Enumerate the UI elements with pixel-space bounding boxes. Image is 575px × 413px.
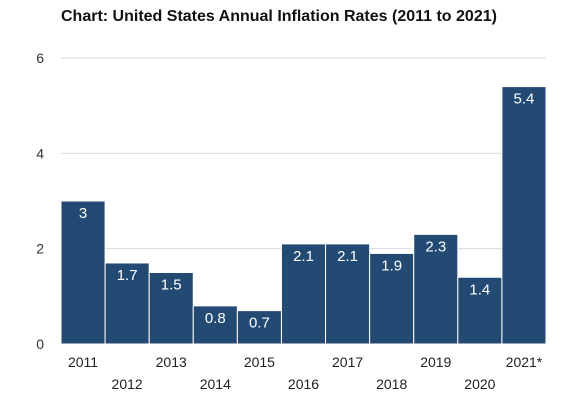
data-label: 1.4 — [469, 281, 490, 298]
x-tick-label: 2020 — [464, 376, 495, 392]
x-tick-label: 2016 — [288, 376, 319, 392]
data-label: 5.4 — [514, 91, 535, 108]
x-tick-label: 2018 — [376, 376, 407, 392]
y-tick-label: 2 — [36, 241, 44, 257]
data-labels: 3 1.7 1.5 0.8 0.7 2.1 2.1 1.9 2.3 1.4 5.4 — [79, 91, 535, 332]
bar — [457, 276, 503, 345]
y-tick-label: 4 — [36, 145, 44, 161]
bar — [280, 243, 327, 345]
x-tick-label: 2013 — [156, 354, 187, 370]
data-label: 1.7 — [117, 267, 138, 284]
bar — [192, 305, 238, 345]
x-axis-labels: 2011 2012 2013 2014 2015 2016 2017 2018 2019 2020… — [68, 354, 543, 392]
data-label: 1.5 — [161, 277, 182, 294]
x-tick-label: 2012 — [112, 376, 143, 392]
bar — [413, 233, 459, 345]
data-label: 2.1 — [293, 248, 314, 265]
bar — [60, 200, 106, 345]
y-tick-label: 6 — [36, 50, 44, 66]
data-label: 1.9 — [381, 257, 402, 274]
x-tick-label: 2015 — [244, 354, 275, 370]
bar — [369, 252, 415, 345]
x-tick-label: 2019 — [420, 354, 451, 370]
data-label: 0.8 — [205, 310, 226, 327]
bar — [325, 243, 371, 345]
data-label: 3 — [79, 205, 87, 222]
bar — [104, 262, 150, 345]
x-tick-label: 2021* — [506, 354, 543, 370]
chart-title: Chart: United States Annual Inflation Ra… — [61, 8, 497, 25]
y-axis-ticks: 0 2 4 6 — [36, 50, 44, 352]
x-tick-label: 2014 — [200, 376, 231, 392]
bars — [60, 86, 547, 345]
bar — [501, 86, 547, 345]
bar — [236, 310, 282, 345]
data-label: 0.7 — [249, 315, 270, 332]
data-label: 2.3 — [425, 238, 446, 255]
data-label: 2.1 — [337, 248, 358, 265]
y-tick-label: 0 — [36, 336, 44, 352]
x-tick-label: 2011 — [68, 354, 98, 370]
x-tick-label: 2017 — [332, 354, 363, 370]
